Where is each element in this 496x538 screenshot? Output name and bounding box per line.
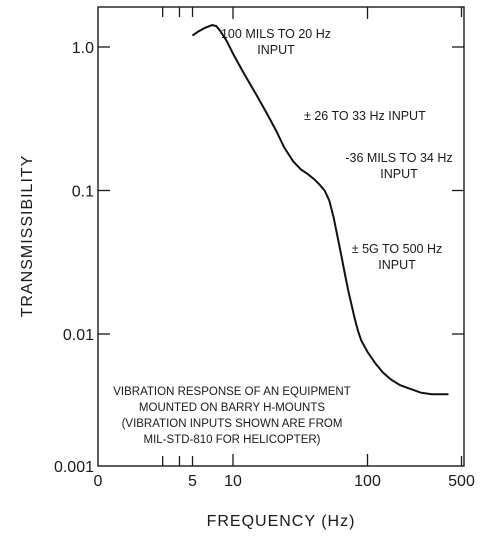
y-tick-label: 0.1 (72, 184, 94, 201)
svg-text:INPUT: INPUT (257, 43, 295, 57)
x-tick-label: 5 (188, 473, 197, 490)
x-axis-title: FREQUENCY (Hz) (207, 513, 356, 530)
svg-text:-36 MILS TO 34 Hz: -36 MILS TO 34 Hz (345, 151, 452, 165)
annotation-5g-to-500-hz: ± 5G TO 500 Hz INPUT (352, 242, 442, 272)
x-tick-label: 100 (354, 473, 381, 490)
svg-text:MIL-STD-810 FOR HELICOPTER): MIL-STD-810 FOR HELICOPTER) (144, 434, 321, 446)
axis-tick-labels: 0 5 10 100 500 1.0 0.1 0.01 0.001 (54, 40, 475, 490)
annotation-36-mils: -36 MILS TO 34 Hz INPUT (345, 151, 452, 181)
transmissibility-curve (191, 24, 449, 396)
plot-frame (97, 6, 465, 467)
svg-text:± 5G TO 500 Hz: ± 5G TO 500 Hz (352, 242, 442, 256)
svg-text:(VIBRATION INPUTS SHOWN ARE FR: (VIBRATION INPUTS SHOWN ARE FROM (122, 418, 343, 430)
y-tick-label: 1.0 (72, 40, 94, 57)
svg-text:INPUT: INPUT (378, 258, 416, 272)
svg-text:± 26 TO 33 Hz INPUT: ± 26 TO 33 Hz INPUT (304, 109, 426, 123)
x-tick-label: 10 (224, 473, 242, 490)
svg-text:INPUT: INPUT (380, 167, 418, 181)
y-tick-label: 0.001 (54, 459, 94, 476)
annotation-100-mils: 100 MILS TO 20 Hz INPUT (221, 27, 331, 57)
chart-note: VIBRATION RESPONSE OF AN EQUIPMENT MOUNT… (113, 386, 351, 446)
svg-text:100 MILS TO 20 Hz: 100 MILS TO 20 Hz (221, 27, 331, 41)
y-axis-title: TRANSMISSIBILITY (19, 155, 36, 318)
x-tick-label: 0 (94, 473, 103, 490)
annotation-26-to-33-hz: ± 26 TO 33 Hz INPUT (304, 109, 426, 123)
x-tick-label: 500 (448, 473, 475, 490)
svg-text:VIBRATION RESPONSE OF AN EQUIP: VIBRATION RESPONSE OF AN EQUIPMENT (113, 386, 351, 398)
axis-ticks (98, 7, 464, 466)
svg-text:MOUNTED ON BARRY H-MOUNTS: MOUNTED ON BARRY H-MOUNTS (139, 402, 325, 414)
y-tick-label: 0.01 (63, 327, 94, 344)
